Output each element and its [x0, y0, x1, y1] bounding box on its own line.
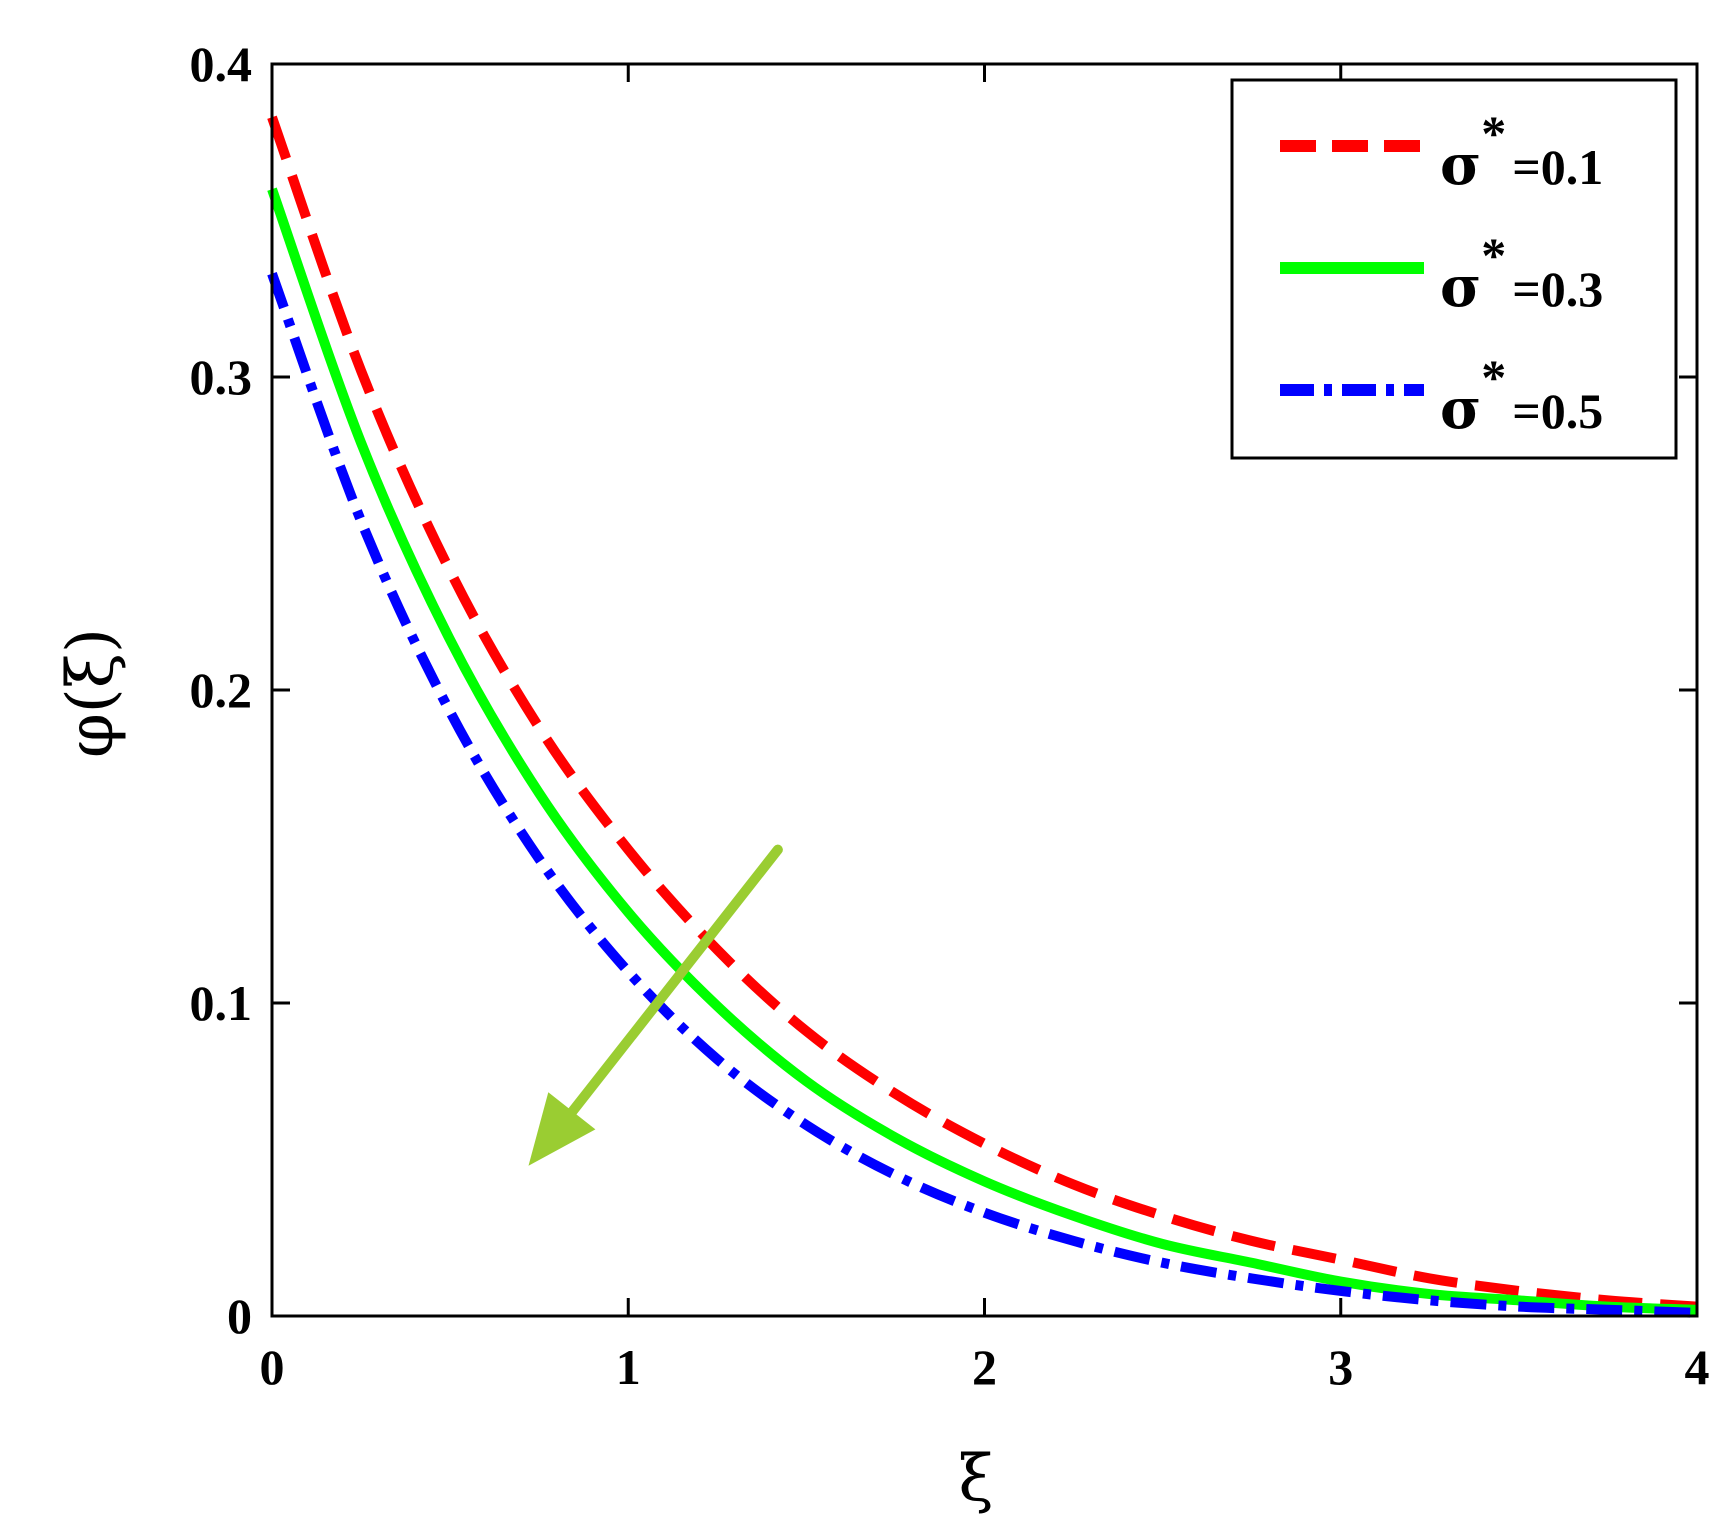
x-tick-label: 3 [1328, 1339, 1353, 1395]
annotation-arrow-shaft [551, 844, 783, 1137]
legend: σ*=0.1 σ*=0.3 σ*=0.5 [1230, 78, 1678, 460]
series-line-1 [267, 115, 1698, 1312]
axes-group: 0 1 2 3 4 0 0.1 0.2 0.3 0.4 [190, 36, 1710, 1395]
x-tick-label: 0 [260, 1339, 285, 1395]
y-tick-label: 0.2 [190, 662, 253, 718]
y-axis-label: φ(ξ) [54, 628, 128, 758]
legend-label-1: σ*=0.1 [1440, 105, 1603, 198]
legend-label-3: σ*=0.5 [1440, 349, 1603, 442]
legend-label-2: σ*=0.3 [1440, 227, 1603, 320]
annotation-arrow-head [528, 1092, 596, 1166]
annotation-group [528, 844, 783, 1166]
y-tick-label: 0.1 [190, 975, 253, 1031]
x-axis-label: ξ [958, 1442, 993, 1516]
x-tick-label: 2 [972, 1339, 997, 1395]
series-line-2 [267, 187, 1698, 1315]
y-tick-label: 0 [227, 1288, 252, 1344]
y-tick-label: 0.4 [190, 36, 253, 92]
y-tick-label: 0.3 [190, 349, 253, 405]
x-tick-label: 1 [616, 1339, 641, 1395]
series-group [267, 115, 1698, 1318]
x-tick-label: 4 [1685, 1339, 1710, 1395]
